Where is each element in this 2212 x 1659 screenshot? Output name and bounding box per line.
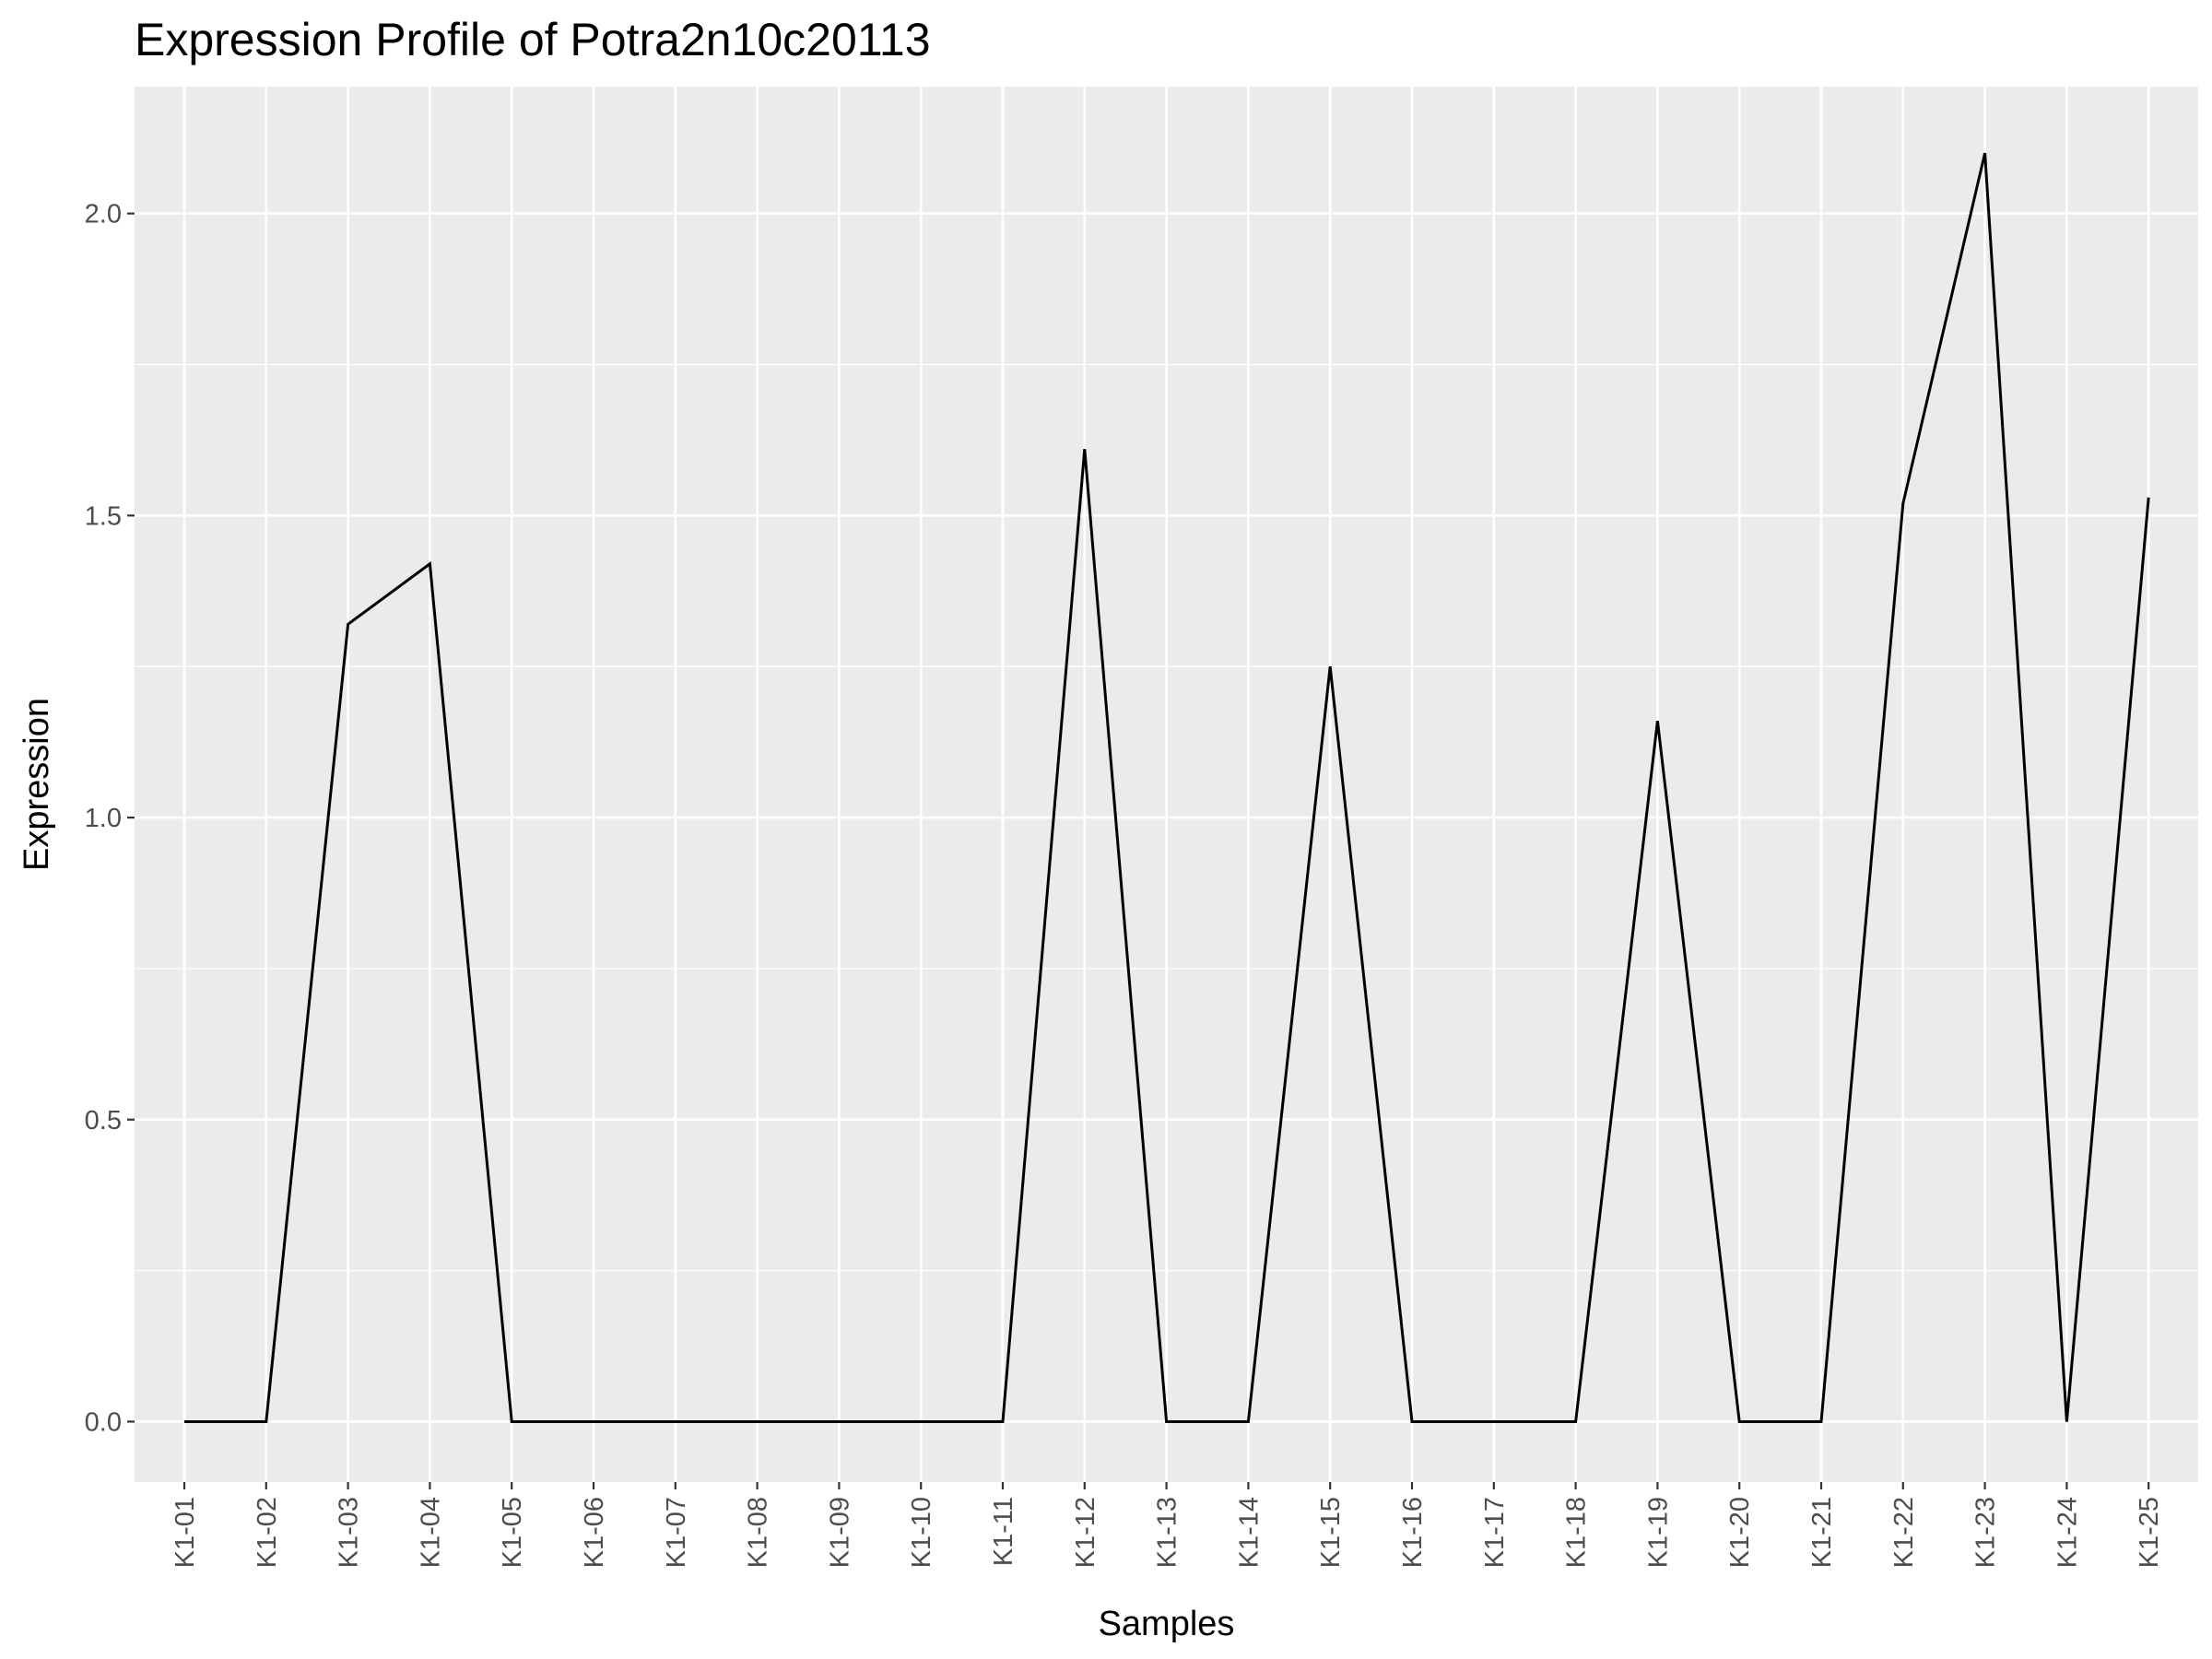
x-tick-label: K1-03 — [335, 1497, 364, 1568]
x-tick-label: K1-11 — [989, 1497, 1018, 1566]
x-tick-label: K1-16 — [1398, 1497, 1428, 1568]
x-tick-label: K1-21 — [1807, 1497, 1837, 1568]
x-tick-label: K1-19 — [1643, 1497, 1673, 1568]
y-tick-label: 0.5 — [85, 1106, 122, 1135]
y-tick-label: 2.0 — [85, 200, 122, 229]
y-tick-label: 0.0 — [85, 1407, 122, 1437]
x-tick-label: K1-10 — [907, 1497, 936, 1568]
chart-title: Expression Profile of Potra2n10c20113 — [135, 14, 931, 65]
x-axis: K1-01 K1-02 K1-03 K1-04 K1-05 K1-06 K1-07 K1-08… — [171, 1482, 2164, 1568]
x-tick-label: K1-08 — [744, 1497, 773, 1568]
major-gridlines — [135, 87, 2198, 1482]
x-tick-label: K1-09 — [825, 1497, 854, 1568]
series-line — [184, 152, 2150, 1423]
x-tick-label: K1-01 — [171, 1497, 200, 1568]
x-tick-label: K1-06 — [580, 1497, 609, 1568]
y-axis: 0.0 0.5 1.0 1.5 2.0 — [85, 200, 135, 1437]
x-tick-label: K1-04 — [416, 1497, 445, 1568]
x-tick-label: K1-13 — [1153, 1497, 1182, 1568]
series-layer — [183, 152, 2150, 1423]
x-tick-label: K1-23 — [1971, 1497, 2001, 1568]
y-tick-label: 1.0 — [85, 804, 122, 833]
y-tick-label: 1.5 — [85, 501, 122, 531]
x-tick-label: K1-18 — [1562, 1497, 1592, 1568]
x-tick-label: K1-25 — [2135, 1497, 2164, 1568]
x-tick-label: K1-22 — [1889, 1497, 1919, 1568]
x-tick-label: K1-07 — [662, 1497, 691, 1568]
x-tick-label: K1-05 — [498, 1497, 527, 1568]
x-axis-title: Samples — [1099, 1605, 1235, 1643]
x-tick-label: K1-02 — [253, 1497, 282, 1568]
x-tick-label: K1-24 — [2053, 1497, 2082, 1568]
x-tick-label: K1-12 — [1071, 1497, 1100, 1568]
x-tick-label: K1-14 — [1234, 1497, 1264, 1568]
y-axis-title: Expression — [18, 698, 56, 871]
x-tick-label: K1-15 — [1316, 1497, 1346, 1568]
x-tick-label: K1-17 — [1480, 1497, 1510, 1568]
x-tick-label: K1-20 — [1725, 1497, 1755, 1568]
